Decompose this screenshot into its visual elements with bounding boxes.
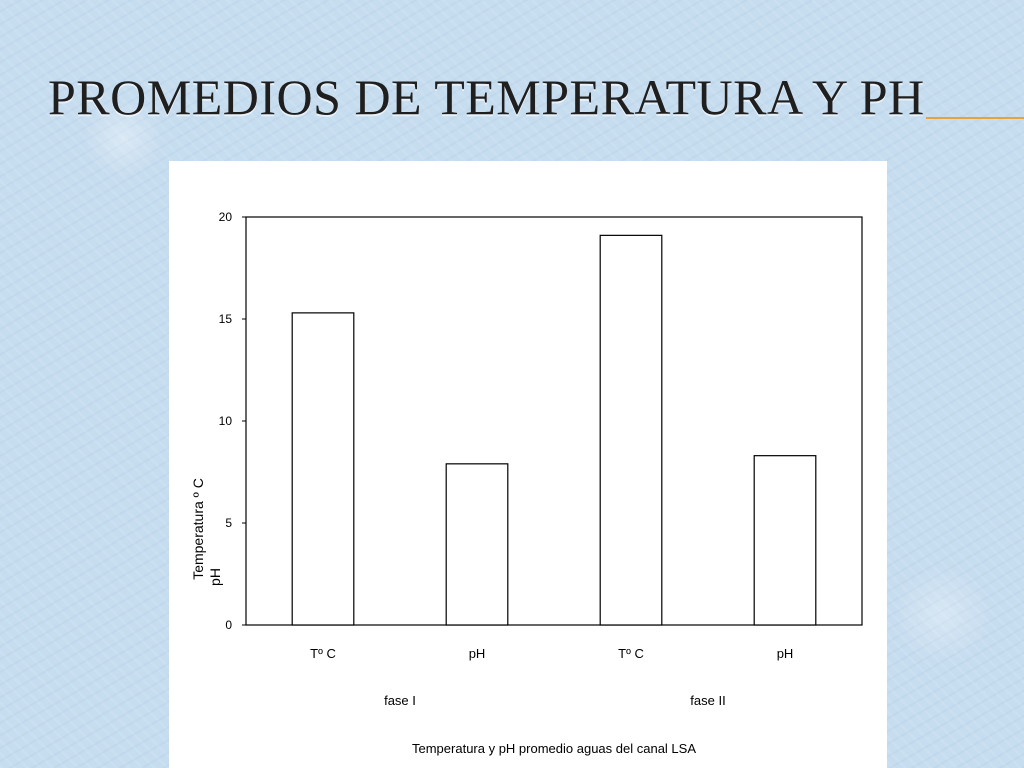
x-category-label: Tº C: [618, 646, 644, 661]
bar: [445, 463, 509, 626]
y-tick-label: 0: [225, 618, 232, 632]
x-axis-caption: Temperatura y pH promedio aguas del cana…: [412, 741, 696, 756]
y-tick-label: 20: [219, 210, 233, 224]
x-group-label: fase II: [690, 693, 725, 708]
x-group-label: fase I: [384, 693, 416, 708]
x-category-label: pH: [777, 646, 794, 661]
y-tick-label: 5: [225, 516, 232, 530]
bar-chart: 0 5 10 15 20 Tº C pH Tº C pH fase I fase II Temp…: [190, 210, 863, 756]
x-axis-groups: fase I fase II: [384, 693, 726, 708]
y-axis-title-line-2: pH: [207, 568, 223, 586]
y-axis-title-line-1: Temperatura º C: [190, 478, 206, 580]
x-axis-categories: Tº C pH Tº C pH: [310, 646, 793, 661]
chart-panel: 0 5 10 15 20 Tº C pH Tº C pH fase I fase II Temp…: [169, 161, 887, 768]
bar: [599, 234, 663, 626]
bars: [291, 234, 817, 626]
y-tick-label: 10: [219, 414, 233, 428]
x-category-label: Tº C: [310, 646, 336, 661]
y-tick-label: 15: [219, 312, 233, 326]
slide-title: PROMEDIOS DE TEMPERATURA Y PH: [48, 69, 925, 125]
y-axis-ticks: 0 5 10 15 20: [219, 210, 246, 632]
bar: [291, 312, 355, 626]
x-category-label: pH: [469, 646, 486, 661]
bar: [753, 455, 817, 626]
title-underline: [926, 117, 1024, 119]
